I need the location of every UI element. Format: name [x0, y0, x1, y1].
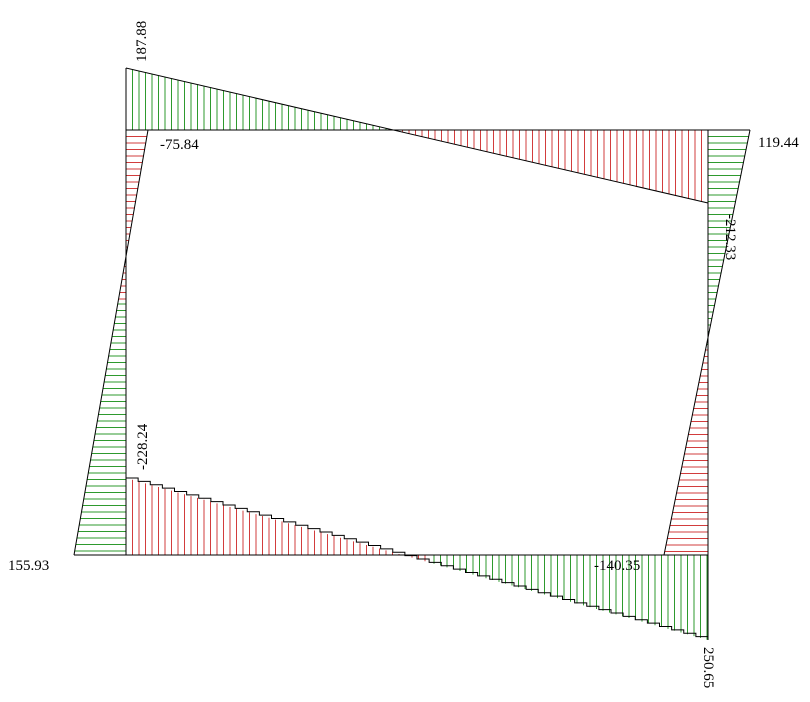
top-beam-edge: [125, 67, 709, 204]
label-bottom-right-inner: -140.35: [594, 558, 640, 574]
label-bottom-left-end: 155.93: [8, 558, 49, 574]
hatch-layer: [74, 68, 750, 640]
outline-layer: [73, 67, 751, 640]
right-column-edge: [663, 129, 751, 556]
bottom-beam-edge: [126, 477, 709, 640]
label-top-left-inner: -75.84: [160, 137, 199, 153]
label-left-lower: -228.24: [135, 423, 151, 470]
label-top-right-end: 119.44: [758, 135, 799, 151]
left-column-edge: [73, 129, 149, 556]
label-right-upper: -212.33: [722, 214, 738, 260]
label-bottom-right-end: 250.65: [700, 647, 716, 688]
label-top-left-end: 187.88: [134, 21, 150, 62]
